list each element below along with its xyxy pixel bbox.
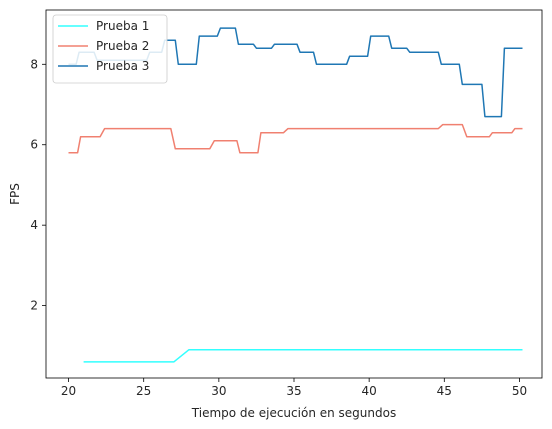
legend-label-2: Prueba 2: [96, 39, 149, 53]
series-line-2: [68, 123, 523, 154]
legend: Prueba 1 Prueba 2 Prueba 3: [52, 14, 168, 84]
y-axis-label: FPS: [8, 183, 22, 205]
x-tick-label: 30: [211, 384, 226, 398]
series-line-1: [83, 349, 523, 363]
x-tick-label: 35: [286, 384, 301, 398]
x-axis-ticks: 20 25 30 35 40 45 50: [61, 378, 527, 398]
y-tick-label: 4: [30, 218, 38, 232]
y-tick-label: 8: [30, 57, 38, 71]
y-tick-label: 6: [30, 138, 38, 152]
legend-label-1: Prueba 1: [96, 19, 149, 33]
y-tick-label: 2: [30, 299, 38, 313]
x-tick-label: 45: [437, 384, 452, 398]
x-tick-label: 20: [61, 384, 76, 398]
y-axis-ticks: 2 4 6 8: [30, 57, 46, 313]
x-tick-label: 40: [362, 384, 377, 398]
x-axis-label: Tiempo de ejecución en segundos: [191, 406, 396, 420]
x-tick-label: 50: [512, 384, 527, 398]
x-tick-label: 25: [136, 384, 151, 398]
legend-label-3: Prueba 3: [96, 59, 149, 73]
